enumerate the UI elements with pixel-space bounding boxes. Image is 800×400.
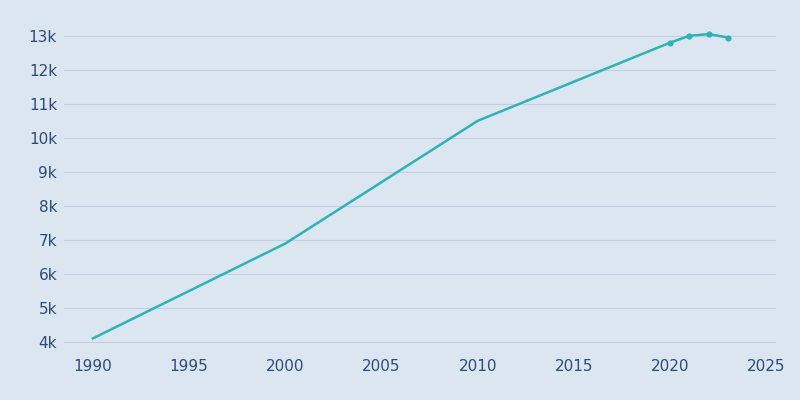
Point <box>683 32 696 39</box>
Point <box>702 31 715 37</box>
Point <box>664 39 677 46</box>
Point <box>722 34 734 41</box>
